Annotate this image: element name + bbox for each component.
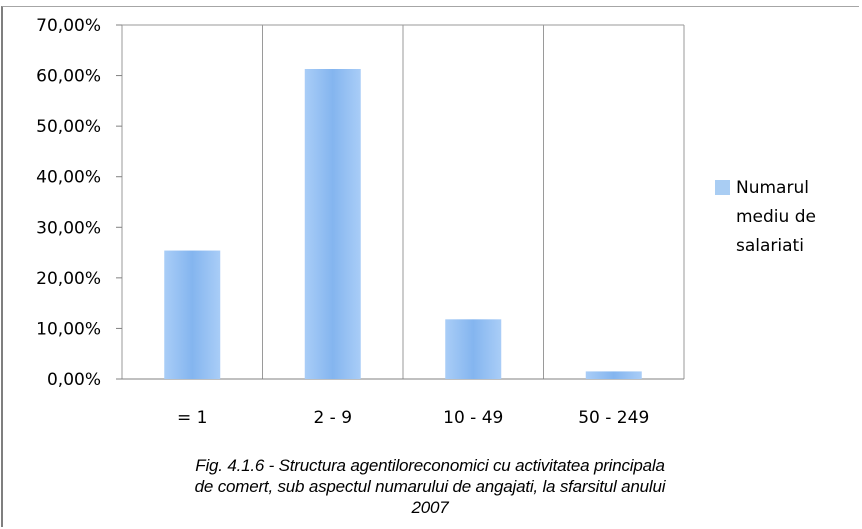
y-tick-label: 70,00% <box>36 16 101 36</box>
bars <box>164 68 642 380</box>
y-tick-label: 50,00% <box>36 117 101 137</box>
y-tick-label: 10,00% <box>36 319 101 339</box>
y-tick-label: 40,00% <box>36 168 101 188</box>
x-tick-label: = 1 <box>177 408 207 428</box>
chart-frame <box>1 6 859 527</box>
x-axis-ticks: = 1 2 - 9 10 - 49 50 - 249 <box>177 408 649 428</box>
legend-swatch <box>715 180 730 195</box>
x-tick-label: 50 - 249 <box>578 408 649 428</box>
bar <box>164 250 221 379</box>
y-tick-label: 30,00% <box>36 218 101 238</box>
caption-line-2: de comert, sub aspectul numarului de ang… <box>194 477 666 496</box>
caption-line-1: Fig. 4.1.6 - Structura agentiloreconomic… <box>195 456 665 475</box>
y-tick-label: 0,00% <box>47 370 101 390</box>
figure-caption: Fig. 4.1.6 - Structura agentiloreconomic… <box>60 455 800 518</box>
y-tick-label: 60,00% <box>36 67 101 87</box>
x-tick-label: 2 - 9 <box>313 408 352 428</box>
x-tick-label: 10 - 49 <box>443 408 503 428</box>
legend-label: Numarul mediu de salariati <box>736 178 816 256</box>
bar <box>304 68 361 380</box>
bar <box>585 371 642 379</box>
bar <box>445 319 502 379</box>
caption-line-3: 2007 <box>411 498 449 517</box>
gridlines <box>116 24 685 380</box>
y-tick-label: 20,00% <box>36 269 101 289</box>
y-axis-ticks: 0,00% 10,00% 20,00% 30,00% 40,00% 50,00% 60,00… <box>36 16 122 390</box>
